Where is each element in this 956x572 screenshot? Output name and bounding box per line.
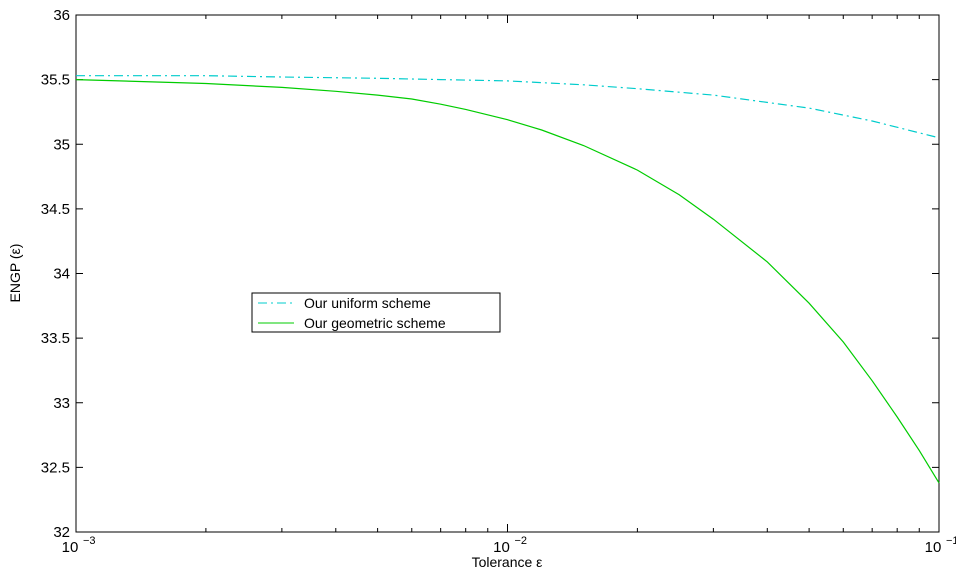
series-lines (75, 75, 940, 484)
y-tick-label: 33 (53, 395, 70, 412)
legend-box (251, 292, 501, 333)
x-tick-exponent: −1 (946, 535, 956, 547)
x-axis-title: Tolerance ε (472, 554, 543, 570)
x-tick-exponent: −3 (83, 535, 96, 547)
legend-label-geometric: Our geometric scheme (304, 315, 446, 331)
y-tick-label: 36 (53, 7, 70, 24)
x-tick-label: 10 (62, 539, 79, 556)
y-tick-label: 32.5 (41, 459, 70, 476)
x-tick-label: 10 (925, 539, 942, 556)
y-tick-labels: 32 32.5 33 33.5 34 34.5 35 35.5 36 (41, 7, 70, 541)
plot-frame (75, 14, 940, 533)
y-tick-label: 35 (53, 136, 70, 153)
y-tick-label: 35.5 (41, 72, 70, 89)
series-line-geometric (75, 79, 940, 484)
y-tick-label: 34.5 (41, 201, 70, 218)
axis-ticks (75, 14, 940, 533)
x-tick-label: 10 (493, 539, 510, 556)
series-line-uniform (76, 75, 940, 139)
legend-label-uniform: Our uniform scheme (304, 295, 431, 311)
legend: Our uniform scheme Our geometric scheme (251, 292, 501, 333)
y-axis-title: ENGP (ε) (7, 244, 23, 303)
y-tick-label: 32 (53, 524, 70, 541)
y-tick-label: 34 (53, 266, 70, 283)
x-tick-labels: 10 −3 10 −2 10 −1 (62, 535, 956, 556)
x-tick-exponent: −2 (515, 535, 528, 547)
y-tick-label: 33.5 (41, 330, 70, 347)
